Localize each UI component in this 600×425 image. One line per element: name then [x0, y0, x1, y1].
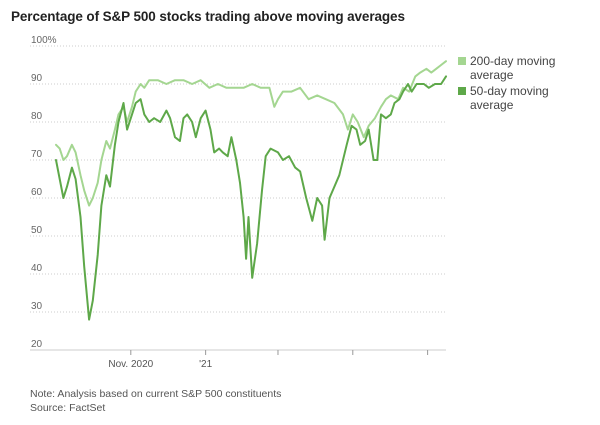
analysis-note: Note: Analysis based on current S&P 500 …	[30, 388, 282, 400]
source-note: Source: FactSet	[30, 402, 106, 414]
x-tick-label-2021-01-01: '21	[199, 359, 212, 370]
y-tick-label-90: 90	[31, 73, 43, 84]
legend-swatch	[458, 57, 466, 65]
y-tick-label-70: 70	[31, 149, 43, 160]
legend-item-50-day: 50-day moving average	[458, 84, 595, 112]
legend-item-200-day: 200-day moving average	[458, 54, 595, 82]
legend-swatch	[458, 87, 466, 95]
y-tick-label-50: 50	[31, 225, 43, 236]
x-tick-label-2020-11-01: Nov. 2020	[108, 359, 153, 370]
y-tick-label-60: 60	[31, 187, 43, 198]
y-tick-label-30: 30	[31, 301, 43, 312]
chart-title: Percentage of S&P 500 stocks trading abo…	[11, 9, 405, 24]
y-tick-label-20: 20	[31, 339, 43, 350]
y-tick-label-100: 100%	[31, 35, 57, 46]
legend-label: 200-day moving average	[470, 54, 556, 82]
y-tick-label-40: 40	[31, 263, 43, 274]
series-line-200-day	[55, 60, 447, 207]
series-line-50-day	[55, 75, 447, 321]
legend: 200-day moving average 50-day moving aver…	[458, 54, 595, 114]
footnotes: Note: Analysis based on current S&P 500 …	[30, 387, 281, 415]
legend-label: 50-day moving average	[470, 84, 549, 112]
y-tick-label-80: 80	[31, 111, 43, 122]
